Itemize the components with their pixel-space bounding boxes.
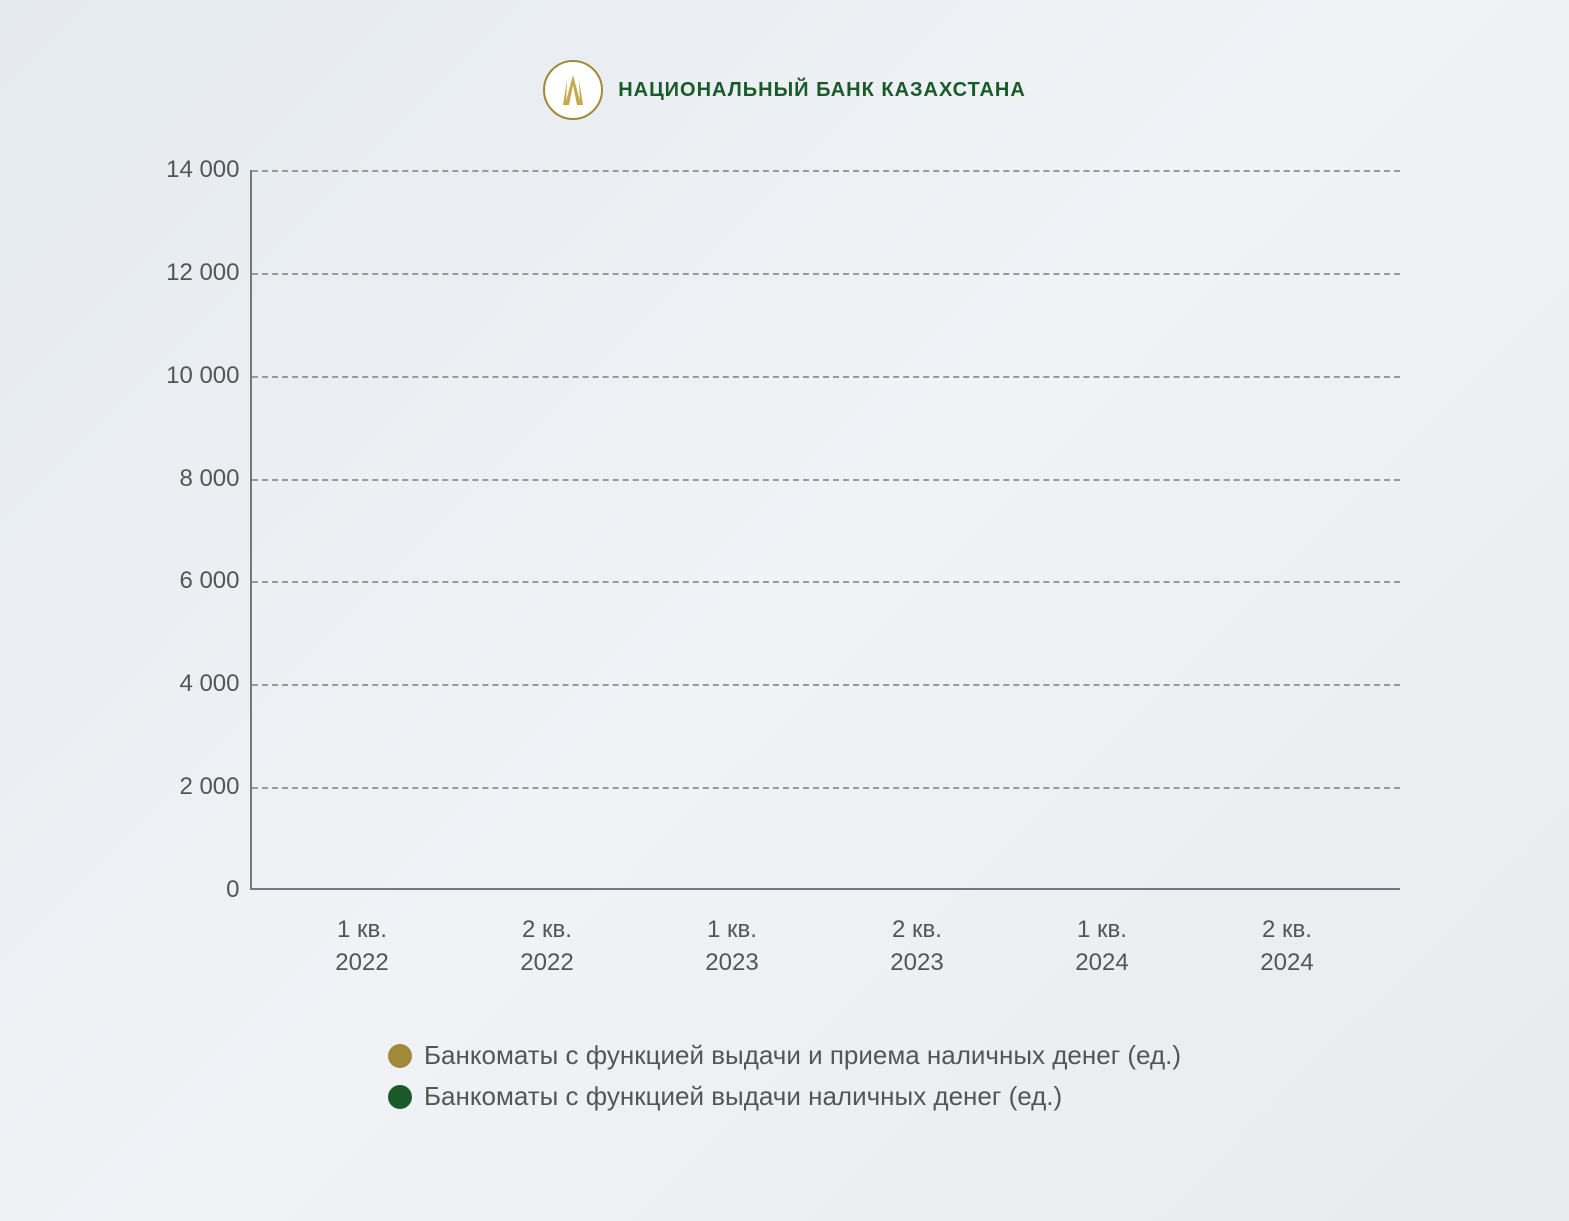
- y-tick-label: 10 000: [150, 362, 240, 390]
- y-tick-label: 4 000: [150, 670, 240, 698]
- chart-area: 02 0004 0006 0008 00010 00012 00014 000 …: [250, 170, 1400, 890]
- legend-label: Банкоматы с функцией выдачи наличных ден…: [424, 1081, 1062, 1112]
- x-tick-label: 2 кв.2023: [857, 913, 977, 980]
- legend: Банкоматы с функцией выдачи и приема нал…: [388, 1040, 1181, 1112]
- y-tick-label: 6 000: [150, 567, 240, 595]
- y-tick-label: 12 000: [150, 259, 240, 287]
- x-tick-label: 2 кв.2024: [1227, 913, 1347, 980]
- y-tick-label: 14 000: [150, 156, 240, 184]
- x-axis-labels: 1 кв.2022 2 кв.2022 1 кв.2023 2 кв.2023 1 кв…: [250, 913, 1400, 980]
- gridline: [252, 684, 1400, 686]
- legend-color-dot: [388, 1085, 412, 1109]
- y-tick-label: 0: [150, 876, 240, 904]
- gridline: [252, 376, 1400, 378]
- org-name: НАЦИОНАЛЬНЫЙ БАНК КАЗАХСТАНА: [618, 79, 1026, 102]
- x-tick-label: 2 кв.2022: [487, 913, 607, 980]
- gridline: [252, 273, 1400, 275]
- bars-group: [252, 170, 1400, 890]
- x-tick-label: 1 кв.2024: [1042, 913, 1162, 980]
- legend-item: Банкоматы с функцией выдачи и приема нал…: [388, 1040, 1181, 1071]
- y-tick-label: 2 000: [150, 773, 240, 801]
- gridline: [252, 581, 1400, 583]
- x-tick-label: 1 кв.2022: [302, 913, 422, 980]
- legend-item: Банкоматы с функцией выдачи наличных ден…: [388, 1081, 1181, 1112]
- plot-area: [250, 170, 1400, 890]
- legend-label: Банкоматы с функцией выдачи и приема нал…: [424, 1040, 1181, 1071]
- gridline: [252, 787, 1400, 789]
- gridline: [252, 479, 1400, 481]
- gridline: [252, 170, 1400, 172]
- chart-container: НАЦИОНАЛЬНЫЙ БАНК КАЗАХСТАНА 02 0004 000…: [100, 60, 1469, 1161]
- x-tick-label: 1 кв.2023: [672, 913, 792, 980]
- y-axis: 02 0004 0006 0008 00010 00012 00014 000: [150, 170, 240, 890]
- legend-color-dot: [388, 1044, 412, 1068]
- y-tick-label: 8 000: [150, 465, 240, 493]
- logo-icon: [543, 60, 603, 120]
- header: НАЦИОНАЛЬНЫЙ БАНК КАЗАХСТАНА: [543, 60, 1026, 120]
